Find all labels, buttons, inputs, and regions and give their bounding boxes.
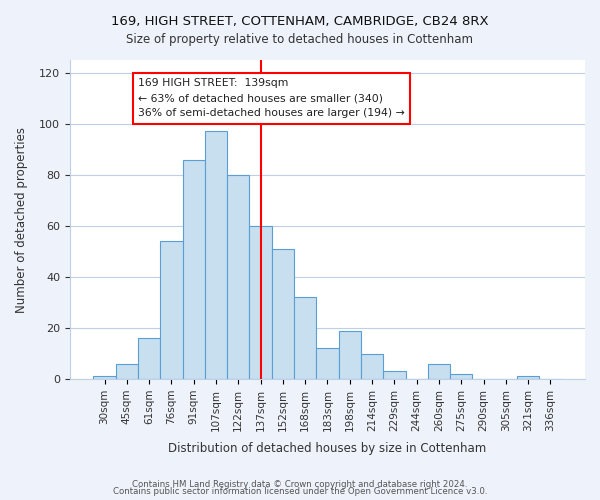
Bar — [294, 298, 316, 379]
Text: 169 HIGH STREET:  139sqm
← 63% of detached houses are smaller (340)
36% of semi-: 169 HIGH STREET: 139sqm ← 63% of detache… — [138, 78, 405, 118]
Text: Size of property relative to detached houses in Cottenham: Size of property relative to detached ho… — [127, 32, 473, 46]
Text: Contains HM Land Registry data © Crown copyright and database right 2024.: Contains HM Land Registry data © Crown c… — [132, 480, 468, 489]
Bar — [160, 241, 182, 379]
Bar — [182, 160, 205, 379]
Text: 169, HIGH STREET, COTTENHAM, CAMBRIDGE, CB24 8RX: 169, HIGH STREET, COTTENHAM, CAMBRIDGE, … — [111, 15, 489, 28]
Bar — [361, 354, 383, 379]
X-axis label: Distribution of detached houses by size in Cottenham: Distribution of detached houses by size … — [169, 442, 487, 455]
Bar — [517, 376, 539, 379]
Bar — [338, 330, 361, 379]
Bar — [205, 132, 227, 379]
Text: Contains public sector information licensed under the Open Government Licence v3: Contains public sector information licen… — [113, 487, 487, 496]
Bar — [94, 376, 116, 379]
Bar — [272, 249, 294, 379]
Bar — [316, 348, 338, 379]
Bar — [450, 374, 472, 379]
Bar — [250, 226, 272, 379]
Y-axis label: Number of detached properties: Number of detached properties — [15, 126, 28, 312]
Bar — [383, 372, 406, 379]
Bar — [428, 364, 450, 379]
Bar — [138, 338, 160, 379]
Bar — [116, 364, 138, 379]
Bar — [227, 175, 250, 379]
